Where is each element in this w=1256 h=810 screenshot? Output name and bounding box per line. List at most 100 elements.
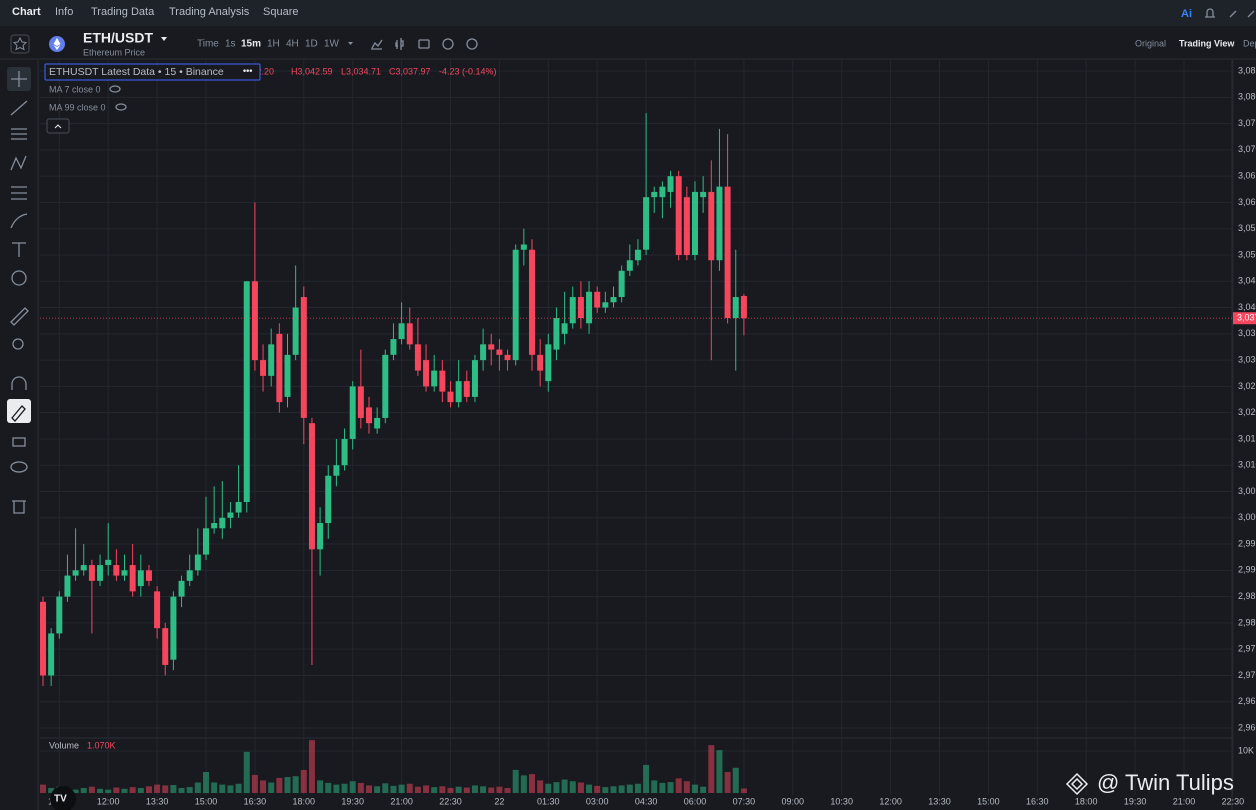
screenshot-icon[interactable] (418, 39, 430, 49)
visibility-tool[interactable] (10, 461, 28, 473)
interval-active[interactable]: 15m (241, 39, 261, 50)
interval[interactable]: 1D (305, 39, 318, 50)
symbol-dropdown[interactable] (161, 37, 167, 41)
indicator-label: MA 7 close 0 (49, 84, 101, 94)
x-tick-label: 16:30 (244, 796, 267, 806)
candle-body (105, 559, 112, 566)
candle-body (211, 523, 218, 529)
y-tick-label: 2,985.00 (1238, 591, 1256, 601)
candle-body (537, 354, 544, 371)
volume-bar (243, 751, 250, 793)
symbol[interactable]: ETH/USDT (83, 30, 153, 46)
candle-body (577, 297, 584, 319)
ohlc-change: -4.23 (-0.14%) (439, 66, 497, 76)
volume-bar (325, 782, 332, 793)
text-tool[interactable] (12, 242, 26, 257)
nav-tab[interactable]: Chart (12, 6, 41, 18)
view-option-active[interactable]: Trading View (1179, 38, 1235, 48)
candle-body (586, 291, 593, 324)
volume-bar (300, 769, 307, 793)
zoom-tool[interactable] (12, 338, 24, 350)
volume-bar (186, 787, 193, 793)
ai-button[interactable]: Ai (1181, 8, 1192, 20)
candle-body (667, 176, 674, 192)
candle-body (634, 249, 641, 261)
lock-tool[interactable] (12, 437, 26, 447)
candle-body (463, 381, 470, 397)
candle-body (227, 512, 234, 518)
nav-tab[interactable]: Info (55, 6, 73, 18)
candle-body (260, 360, 267, 376)
candle-body (48, 633, 55, 676)
y-tick-label: 3,020.00 (1238, 407, 1256, 417)
interval-dropdown[interactable] (348, 42, 353, 45)
candle-body (414, 344, 421, 371)
view-option[interactable]: Depth (1243, 38, 1256, 48)
candle-body (341, 438, 348, 466)
y-tick-label: 3,000.00 (1238, 512, 1256, 522)
collapse-button[interactable] (46, 118, 70, 134)
volume-bar (529, 774, 535, 793)
eth-logo-mark (53, 38, 61, 50)
volume-bar (569, 781, 576, 793)
candle-body (308, 423, 315, 550)
fib-tool[interactable] (11, 186, 27, 200)
line-tool[interactable] (10, 100, 28, 116)
volume-bar (643, 764, 650, 793)
channel-tool[interactable] (11, 128, 27, 140)
volume-bar (72, 789, 79, 793)
volume-bar (602, 787, 609, 793)
volume-bar (553, 782, 560, 793)
candle-body (618, 270, 625, 298)
nav-tab[interactable]: Trading Data (91, 6, 155, 18)
interval[interactable]: Time (197, 39, 219, 50)
stay-drawing-tool[interactable] (11, 405, 26, 422)
volume-bar (308, 740, 315, 793)
candle-body (651, 191, 658, 198)
ohlc-close: C3,037.97 (389, 66, 431, 76)
more-button[interactable]: ••• (243, 65, 252, 75)
candle-type-icon[interactable] (395, 38, 404, 50)
candle-body (88, 565, 95, 581)
candle-body (488, 344, 495, 350)
interval[interactable]: 1W (324, 39, 340, 50)
y-tick-label: 2,995.00 (1238, 538, 1256, 548)
candle-body (406, 323, 413, 345)
indicator-visibility[interactable] (115, 103, 127, 111)
series-legend-box[interactable] (44, 63, 261, 81)
crosshair-tool[interactable] (11, 71, 27, 87)
emoji-tool[interactable] (11, 270, 27, 286)
interval[interactable]: 1s (225, 39, 236, 50)
x-tick-label: 19:30 (1124, 796, 1147, 806)
brush-tool[interactable] (10, 213, 28, 229)
favorite-button[interactable] (10, 34, 30, 54)
add-icon[interactable] (442, 38, 454, 50)
candle-body (243, 281, 250, 503)
nav-tab[interactable]: Trading Analysis (169, 6, 250, 18)
nav-tab[interactable]: Square (263, 6, 298, 18)
bell-icon[interactable] (1205, 8, 1215, 18)
volume-bar (594, 785, 601, 793)
x-tick-label: 22 (494, 796, 504, 806)
volume-bar (700, 786, 707, 793)
measure-tool[interactable] (10, 307, 29, 326)
delete-tool[interactable] (12, 500, 26, 514)
candle-body (626, 260, 633, 271)
volume-bar (480, 786, 487, 793)
interval[interactable]: 1H (267, 39, 280, 50)
view-option[interactable]: Original (1135, 38, 1166, 48)
magnet-tool[interactable] (11, 376, 27, 390)
settings-icon[interactable] (466, 38, 478, 50)
interval[interactable]: 4H (286, 39, 299, 50)
expand-icon[interactable] (1229, 10, 1255, 18)
indicator-visibility[interactable] (109, 85, 121, 93)
pattern-tool[interactable] (10, 155, 27, 171)
volume-bar (251, 774, 258, 793)
y-tick-label: 3,035.00 (1238, 328, 1256, 338)
candle-body (447, 391, 454, 403)
volume-bar (80, 787, 87, 793)
candle-body (708, 191, 715, 261)
volume-bar (219, 784, 226, 793)
indicator-icon[interactable] (371, 39, 383, 50)
y-tick-label: 3,075.00 (1238, 118, 1256, 128)
